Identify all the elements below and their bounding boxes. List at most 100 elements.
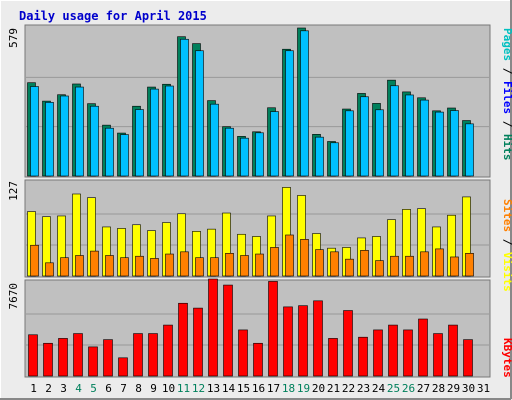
bar-files-day-15 bbox=[240, 137, 249, 177]
bar-files-day-18 bbox=[285, 50, 294, 177]
x-tick-label: 25 bbox=[387, 382, 400, 395]
bar-sites-day-9 bbox=[150, 258, 159, 277]
x-tick-label: 29 bbox=[447, 382, 460, 395]
bar-files-day-28 bbox=[435, 111, 444, 177]
bar-kbytes-day-30 bbox=[463, 339, 473, 377]
ymax-label-hits: 579 bbox=[7, 28, 20, 48]
bar-files-day-13 bbox=[210, 103, 219, 177]
bar-sites-day-12 bbox=[195, 257, 204, 277]
bar-sites-day-4 bbox=[75, 255, 84, 277]
x-tick-label: 30 bbox=[462, 382, 475, 395]
bar-sites-day-11 bbox=[180, 251, 189, 277]
bar-files-day-16 bbox=[255, 132, 264, 177]
bar-sites-day-2 bbox=[45, 262, 54, 277]
bar-sites-day-23 bbox=[360, 250, 369, 277]
bar-files-day-21 bbox=[330, 142, 339, 177]
bar-files-day-19 bbox=[300, 30, 309, 177]
x-tick-label: 15 bbox=[237, 382, 250, 395]
bar-kbytes-day-11 bbox=[178, 302, 188, 377]
x-tick-label: 13 bbox=[207, 382, 220, 395]
bar-sites-day-20 bbox=[315, 249, 324, 277]
x-tick-label: 23 bbox=[357, 382, 370, 395]
bar-kbytes-day-6 bbox=[103, 339, 113, 377]
bar-sites-day-14 bbox=[225, 252, 234, 277]
bar-files-day-26 bbox=[405, 94, 414, 177]
x-tick-label: 31 bbox=[477, 382, 490, 395]
bar-kbytes-day-13 bbox=[208, 278, 218, 377]
bar-files-day-9 bbox=[150, 88, 159, 177]
legend-entry: Files bbox=[501, 81, 512, 114]
x-tick-label: 16 bbox=[252, 382, 265, 395]
bar-kbytes-day-16 bbox=[253, 342, 263, 377]
bar-kbytes-day-22 bbox=[343, 310, 353, 377]
bar-kbytes-day-27 bbox=[418, 318, 428, 377]
bar-files-day-12 bbox=[195, 50, 204, 177]
bar-kbytes-day-3 bbox=[58, 338, 68, 377]
bar-kbytes-day-20 bbox=[313, 300, 323, 377]
legend-entry: Visits bbox=[501, 252, 512, 292]
bar-kbytes-day-5 bbox=[88, 346, 98, 377]
bar-files-day-27 bbox=[420, 99, 429, 177]
bar-kbytes-day-8 bbox=[133, 333, 143, 377]
x-tick-label: 3 bbox=[60, 382, 67, 395]
x-tick-label: 8 bbox=[135, 382, 142, 395]
bar-kbytes-day-7 bbox=[118, 357, 128, 377]
bar-sites-day-5 bbox=[90, 250, 99, 277]
bar-files-day-1 bbox=[30, 86, 39, 177]
legend-entry: Hits bbox=[501, 134, 512, 161]
bar-kbytes-day-18 bbox=[283, 306, 293, 377]
bar-files-day-20 bbox=[315, 136, 324, 177]
legend-hits-files: Pages / Files / Hits bbox=[501, 28, 512, 161]
x-tick-label: 12 bbox=[192, 382, 205, 395]
bar-kbytes-day-24 bbox=[373, 329, 383, 377]
bar-sites-day-15 bbox=[240, 255, 249, 277]
legend-entry: / bbox=[501, 61, 512, 81]
bar-files-day-14 bbox=[225, 127, 234, 177]
bar-sites-day-21 bbox=[330, 251, 339, 277]
bar-sites-day-8 bbox=[135, 255, 144, 277]
bar-files-day-22 bbox=[345, 110, 354, 177]
bar-sites-day-27 bbox=[420, 251, 429, 277]
bar-files-day-25 bbox=[390, 85, 399, 177]
x-tick-label: 2 bbox=[45, 382, 52, 395]
bar-files-day-5 bbox=[90, 105, 99, 177]
chart-title: Daily usage for April 2015 bbox=[19, 9, 207, 23]
bar-files-day-6 bbox=[105, 127, 114, 177]
x-tick-label: 26 bbox=[402, 382, 415, 395]
bar-sites-day-13 bbox=[210, 257, 219, 277]
bar-files-day-3 bbox=[60, 95, 69, 177]
legend-visits-sites: Sites / Visits bbox=[501, 199, 512, 292]
bar-files-day-23 bbox=[360, 96, 369, 177]
bar-sites-day-22 bbox=[345, 258, 354, 277]
bar-kbytes-day-15 bbox=[238, 329, 248, 377]
x-tick-label: 1 bbox=[30, 382, 37, 395]
bar-sites-day-3 bbox=[60, 257, 69, 277]
bar-kbytes-day-19 bbox=[298, 305, 308, 377]
x-tick-label: 5 bbox=[90, 382, 97, 395]
x-tick-label: 6 bbox=[105, 382, 112, 395]
bar-kbytes-day-14 bbox=[223, 284, 233, 377]
x-tick-label: 11 bbox=[177, 382, 190, 395]
bar-kbytes-day-9 bbox=[148, 333, 158, 377]
bar-sites-day-19 bbox=[300, 239, 309, 277]
bar-sites-day-18 bbox=[285, 234, 294, 277]
bar-kbytes-day-1 bbox=[28, 334, 38, 377]
bar-sites-day-10 bbox=[165, 253, 174, 277]
bar-kbytes-day-21 bbox=[328, 338, 338, 377]
bar-kbytes-day-23 bbox=[358, 336, 368, 377]
bar-files-day-17 bbox=[270, 111, 279, 177]
bar-files-day-8 bbox=[135, 109, 144, 177]
legend-entry: / bbox=[501, 114, 512, 134]
x-tick-label: 18 bbox=[282, 382, 295, 395]
bar-sites-day-29 bbox=[450, 256, 459, 277]
bar-sites-day-25 bbox=[390, 255, 399, 277]
bar-kbytes-day-28 bbox=[433, 333, 443, 377]
bar-kbytes-day-10 bbox=[163, 324, 173, 377]
bar-sites-day-30 bbox=[465, 252, 474, 277]
legend-entry: Sites bbox=[501, 199, 512, 232]
bar-files-day-7 bbox=[120, 134, 129, 177]
x-tick-label: 27 bbox=[417, 382, 430, 395]
x-tick-label: 21 bbox=[327, 382, 340, 395]
legend-entry: / bbox=[501, 232, 512, 252]
